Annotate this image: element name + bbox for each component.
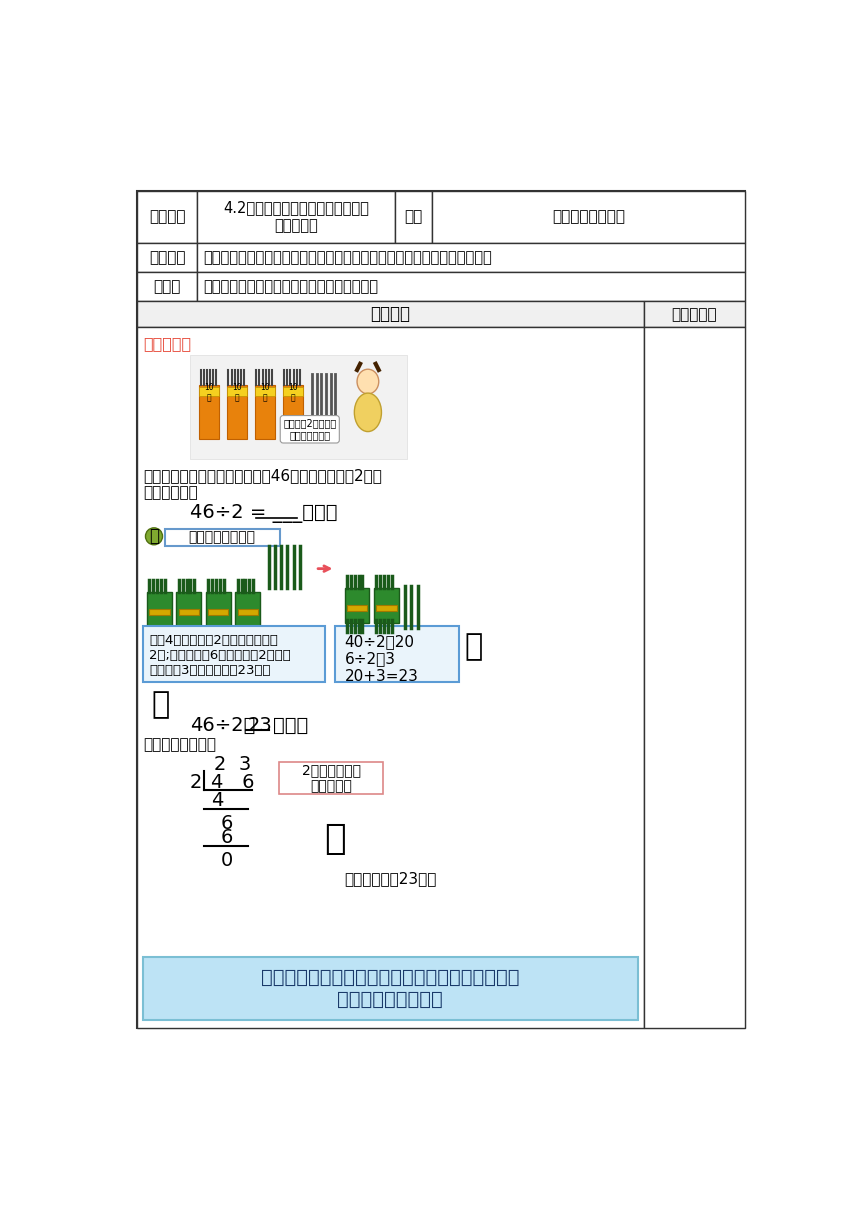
Text: 平均分给2个班，每
班分得多少个？: 平均分给2个班，每 班分得多少个？ [283, 418, 336, 440]
Bar [198, 272, 745, 302]
Bar [137, 191, 745, 1028]
Bar [206, 592, 230, 626]
Bar [190, 355, 407, 458]
Text: 2  3: 2 3 [214, 755, 252, 773]
Text: 答：每班分得23支。: 答：每班分得23支。 [344, 872, 437, 886]
Bar [644, 327, 745, 1028]
Bar [176, 592, 201, 626]
Bar [179, 609, 199, 615]
Ellipse shape [145, 528, 163, 545]
Text: 用除法计算。: 用除法计算。 [143, 485, 198, 500]
Text: 重难点: 重难点 [153, 280, 181, 294]
Bar [137, 327, 644, 1028]
Text: 课题名称: 课题名称 [149, 209, 186, 224]
Bar [143, 957, 637, 1020]
Text: （支）: （支） [273, 716, 308, 736]
Bar [198, 243, 745, 272]
Text: 知识再现: 知识再现 [371, 305, 410, 323]
Bar [137, 302, 644, 327]
Text: 10
个: 10 个 [260, 383, 270, 402]
Text: 4: 4 [211, 790, 223, 810]
Ellipse shape [357, 370, 378, 394]
Text: 探索两、三位数除以一位数（首位能整除）的计算，理解和掌握笔算的方法: 探索两、三位数除以一位数（首位能整除）的计算，理解和掌握笔算的方法 [204, 250, 492, 265]
Text: 40÷2＝20
6÷2＝3
20+3=23: 40÷2＝20 6÷2＝3 20+3=23 [345, 634, 419, 683]
Bar [345, 587, 370, 623]
Bar [198, 191, 395, 243]
Text: 10
个: 10 个 [288, 383, 298, 402]
Text: 两、三位数除以一位数，从高位算起，除到哪一位
商就写在那一位上。: 两、三位数除以一位数，从高位算起，除到哪一位 商就写在那一位上。 [261, 968, 519, 1009]
Text: 三年级上第四单元: 三年级上第四单元 [552, 209, 625, 224]
Text: 2为什么写在商
的十位上？: 2为什么写在商 的十位上？ [302, 762, 360, 793]
Text: 0: 0 [221, 851, 233, 869]
Bar [143, 626, 325, 682]
Bar [374, 587, 399, 623]
Bar [377, 604, 396, 610]
Bar [199, 387, 219, 396]
Bar [227, 387, 247, 396]
Text: 可以用竖式计算。: 可以用竖式计算。 [143, 737, 216, 751]
Ellipse shape [354, 393, 382, 432]
Text: 🌽: 🌽 [464, 632, 482, 662]
Bar [137, 191, 198, 243]
Bar [165, 529, 280, 546]
Bar [150, 609, 169, 615]
Bar [347, 648, 367, 655]
Text: 46÷2＝: 46÷2＝ [190, 716, 255, 736]
Text: 10
个: 10 个 [232, 383, 242, 402]
Bar [255, 385, 275, 439]
Bar [335, 626, 459, 682]
Text: 6: 6 [221, 828, 233, 846]
Bar [208, 609, 229, 615]
Bar [345, 632, 370, 666]
Bar [147, 592, 172, 626]
Bar [347, 604, 367, 610]
Bar [255, 387, 275, 396]
Bar [395, 191, 433, 243]
Text: 订正与总结: 订正与总结 [672, 306, 717, 322]
Text: 10
个: 10 个 [204, 383, 214, 402]
Text: 年级: 年级 [404, 209, 423, 224]
Text: 4.2笔算两、三位数除以一位数（首
位能整除）: 4.2笔算两、三位数除以一位数（首 位能整除） [224, 201, 369, 233]
Bar [433, 191, 745, 243]
Bar [377, 648, 396, 655]
Text: 2: 2 [190, 773, 202, 792]
Bar [279, 762, 384, 794]
Bar [236, 592, 261, 626]
Text: 课题目标: 课题目标 [149, 250, 186, 265]
Text: 两、三位数除以一位数（首位能整除）的计算: 两、三位数除以一位数（首位能整除）的计算 [204, 280, 378, 294]
Bar [137, 243, 198, 272]
Text: 先用小棒摊一摊。: 先用小棒摊一摊。 [188, 530, 255, 544]
Text: 经典例题：: 经典例题： [143, 337, 191, 351]
Text: 🥕: 🥕 [151, 691, 169, 720]
Bar [644, 302, 745, 327]
Text: 46÷2 = ___（支）: 46÷2 = ___（支） [190, 505, 337, 523]
Text: 要知道每班分得多少支，就要把46支铅笔平均分成2份，: 要知道每班分得多少支，就要把46支铅笔平均分成2份， [143, 468, 382, 483]
Bar [227, 385, 247, 439]
Text: 🍆: 🍆 [324, 822, 346, 856]
Bar [199, 385, 219, 439]
Text: 🐦: 🐦 [149, 528, 159, 545]
Bar [374, 632, 399, 666]
Bar [237, 609, 258, 615]
Bar [137, 272, 198, 302]
Text: 23: 23 [248, 716, 273, 736]
Bar [283, 385, 303, 439]
Bar [283, 387, 303, 396]
Text: 6: 6 [221, 814, 233, 833]
Text: 4   6: 4 6 [211, 773, 254, 792]
Text: 先把4简平均分给2个组，每组分得
2简;再把余下的6个平均分给2个组，
每组分徙3个，合起来是23个。: 先把4简平均分给2个组，每组分得 2简;再把余下的6个平均分给2个组， 每组分徙… [150, 634, 291, 677]
